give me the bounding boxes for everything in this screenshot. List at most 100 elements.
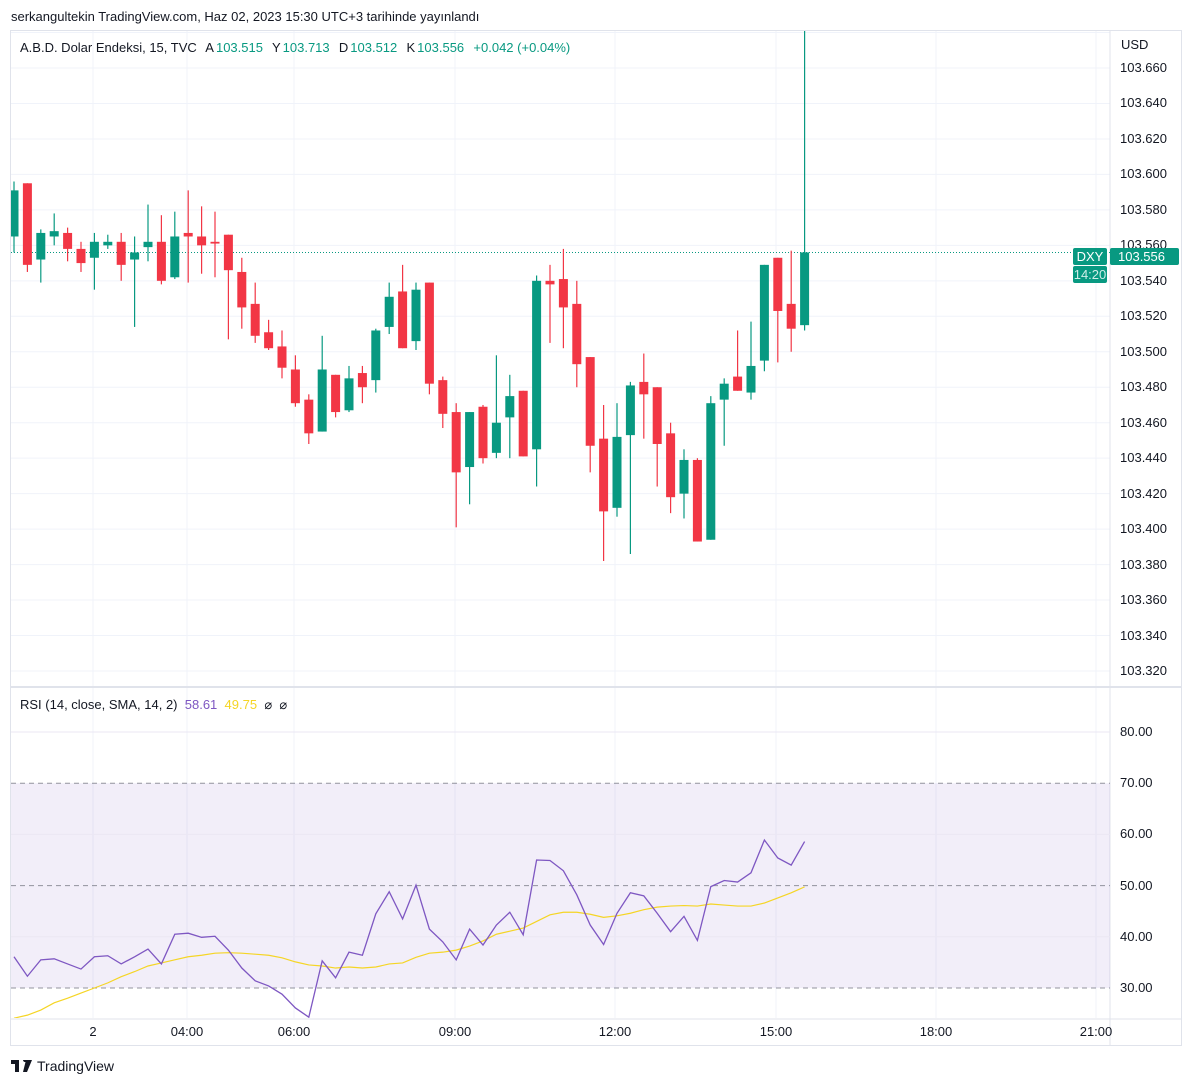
candle-down bbox=[237, 271, 247, 308]
rsi-axis-label: 40.00 bbox=[1120, 928, 1153, 944]
candle-up bbox=[706, 403, 716, 540]
price-axis-label: 103.580 bbox=[1120, 201, 1167, 217]
high-value: 103.713 bbox=[282, 40, 330, 55]
hidden-value-icon: ⌀ bbox=[279, 697, 288, 712]
price-axis-label: 103.600 bbox=[1120, 166, 1167, 182]
candle-down bbox=[438, 380, 448, 414]
candle-down bbox=[572, 303, 582, 365]
price-axis-label: 103.640 bbox=[1120, 95, 1167, 111]
rsi-title[interactable]: RSI (14, close, SMA, 14, 2) bbox=[20, 697, 178, 712]
candle-down bbox=[210, 241, 220, 244]
candle-up bbox=[11, 190, 19, 237]
price-axis-label: 103.420 bbox=[1120, 485, 1167, 501]
symbol-title[interactable]: A.B.D. Dolar Endeksi, 15, TVC bbox=[20, 40, 197, 55]
candle-up bbox=[505, 396, 515, 418]
candle-down bbox=[585, 357, 595, 446]
candle-up bbox=[36, 232, 46, 260]
price-axis-label: 103.380 bbox=[1120, 556, 1167, 572]
candle-down bbox=[63, 232, 73, 249]
candle-up bbox=[344, 378, 354, 411]
candle-up bbox=[49, 231, 59, 237]
candle-down bbox=[290, 369, 300, 404]
price-axis-label: 103.500 bbox=[1120, 343, 1167, 359]
time-axis-label: 09:00 bbox=[438, 1024, 472, 1039]
candle-down bbox=[22, 183, 32, 265]
candle-down bbox=[451, 412, 461, 473]
candles bbox=[11, 31, 810, 562]
candle-up bbox=[491, 422, 501, 453]
time-axis-label: 2 bbox=[89, 1024, 97, 1039]
candle-down bbox=[639, 381, 649, 395]
candle-down bbox=[223, 234, 233, 271]
price-axis-label: 103.400 bbox=[1120, 521, 1167, 537]
tradingview-logo[interactable]: TradingView bbox=[11, 1058, 114, 1074]
rsi-lines bbox=[13, 838, 806, 1018]
high-label: Y bbox=[271, 40, 281, 55]
published-caption: serkangultekin TradingView.com, Haz 02, … bbox=[11, 9, 480, 24]
rsi-sma-value: 49.75 bbox=[224, 697, 258, 712]
candle-up bbox=[130, 252, 140, 260]
rsi-axis-label: 60.00 bbox=[1120, 826, 1153, 842]
rsi-value: 58.61 bbox=[184, 697, 218, 712]
time-axis-label: 18:00 bbox=[919, 1024, 953, 1039]
candle-up bbox=[800, 252, 810, 326]
candle-up bbox=[411, 289, 421, 342]
price-axis-label: 103.480 bbox=[1120, 379, 1167, 395]
candle-down bbox=[250, 303, 260, 336]
candle-up bbox=[384, 296, 394, 327]
candle-down bbox=[692, 459, 702, 542]
price-axis-label: 103.320 bbox=[1120, 662, 1167, 678]
candle-up bbox=[143, 241, 153, 248]
low-label: D bbox=[338, 40, 349, 55]
candle-down bbox=[599, 438, 609, 512]
open-label: A bbox=[205, 40, 214, 55]
candle-down bbox=[156, 241, 166, 281]
candle-up bbox=[371, 330, 381, 381]
candle-down bbox=[545, 280, 555, 285]
close-value: 103.556 bbox=[417, 40, 465, 55]
change-value: +0.042 (+0.04%) bbox=[473, 40, 571, 55]
rsi-axis-label: 80.00 bbox=[1120, 724, 1153, 739]
candle-down bbox=[786, 303, 796, 329]
candle-down bbox=[197, 236, 207, 246]
open-value: 103.515 bbox=[215, 40, 263, 55]
close-label: K bbox=[406, 40, 416, 55]
candle-up bbox=[759, 264, 769, 361]
price-axis-label: 103.440 bbox=[1120, 450, 1167, 466]
brand-name: TradingView bbox=[37, 1058, 115, 1074]
price-axis-label: 103.360 bbox=[1120, 592, 1167, 608]
time-axis-label: 04:00 bbox=[170, 1024, 204, 1039]
symbol-badge: DXY bbox=[1073, 248, 1107, 265]
price-axis-label: 103.520 bbox=[1120, 308, 1167, 324]
candle-up bbox=[317, 369, 327, 432]
candle-down bbox=[183, 232, 193, 237]
candle-up bbox=[625, 385, 635, 436]
candle-down bbox=[398, 291, 408, 349]
price-axis-label: 103.460 bbox=[1120, 414, 1167, 430]
price-axis-label: 103.540 bbox=[1120, 272, 1167, 288]
rsi-axis-label: 70.00 bbox=[1120, 775, 1153, 791]
candle-down bbox=[264, 332, 274, 349]
candle-down bbox=[116, 241, 126, 265]
candle-up bbox=[103, 241, 113, 246]
candle-down bbox=[304, 399, 314, 434]
tradingview-logo-icon bbox=[11, 1060, 32, 1072]
rsi-line bbox=[13, 838, 806, 1018]
candle-down bbox=[558, 279, 568, 308]
candle-down bbox=[666, 433, 676, 498]
candle-down bbox=[733, 376, 743, 391]
candle-down bbox=[76, 248, 86, 264]
time-axis-label: 21:00 bbox=[1079, 1024, 1113, 1039]
rsi-sma-line bbox=[13, 886, 805, 1018]
rsi-axis-label: 30.00 bbox=[1120, 980, 1153, 995]
main-legend: A.B.D. Dolar Endeksi, 15, TVC A 103.515 Y… bbox=[20, 40, 572, 55]
low-value: 103.512 bbox=[350, 40, 398, 55]
chart-frame bbox=[10, 30, 1182, 1046]
candle-down bbox=[357, 373, 367, 388]
last-price: 103.556 bbox=[1118, 249, 1165, 264]
candle-up bbox=[612, 436, 622, 508]
currency-label[interactable]: USD bbox=[1121, 37, 1149, 52]
candle-down bbox=[331, 374, 341, 413]
candle-down bbox=[424, 282, 434, 384]
